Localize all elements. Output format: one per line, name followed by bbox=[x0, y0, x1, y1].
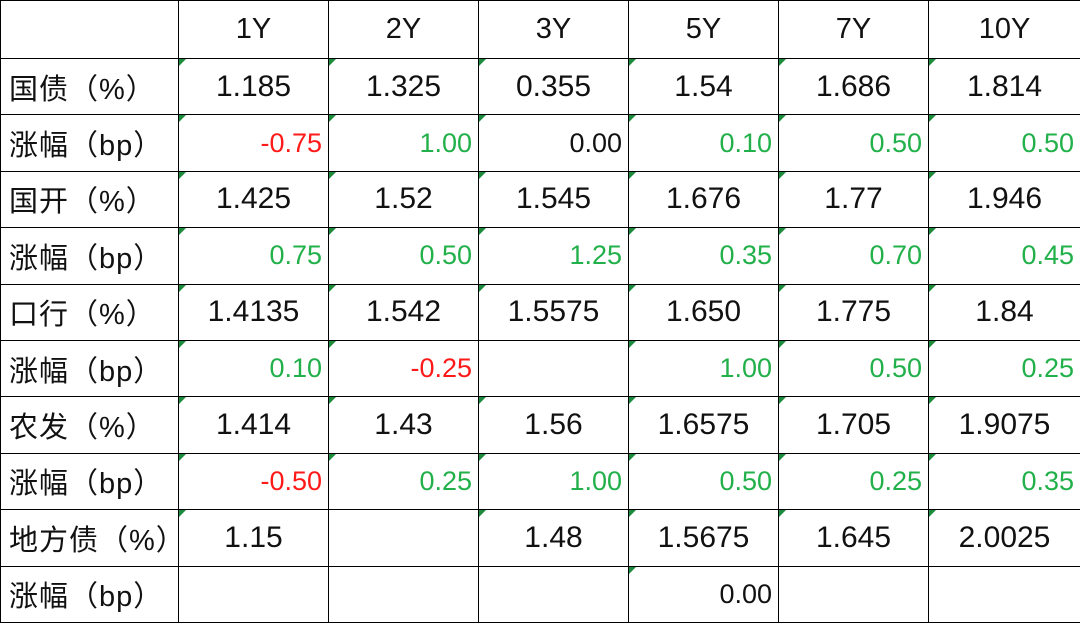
change-row: 涨幅（bp） 0.10 -0.25 1.00 0.50 0.25 bbox=[0, 339, 1080, 398]
cell: 1.185 bbox=[178, 57, 329, 116]
row-label: 国债（%） bbox=[0, 57, 179, 116]
cell: 1.775 bbox=[778, 283, 929, 341]
cell: 1.686 bbox=[778, 57, 929, 116]
cell: 1.814 bbox=[928, 57, 1080, 116]
yield-row: 国债（%） 1.185 1.325 0.355 1.54 1.686 1.814 bbox=[0, 57, 1080, 116]
row-label: 涨幅（bp） bbox=[0, 114, 179, 172]
cell bbox=[328, 509, 479, 567]
cell: 1.15 bbox=[178, 509, 329, 567]
header-cell: 3Y bbox=[478, 0, 629, 59]
cell bbox=[478, 565, 629, 623]
yield-row: 农发（%） 1.414 1.43 1.56 1.6575 1.705 1.9075 bbox=[0, 396, 1080, 454]
cell: 1.542 bbox=[328, 283, 479, 341]
cell: 2.0025 bbox=[928, 509, 1080, 567]
cell: 1.325 bbox=[328, 57, 479, 116]
cell: 1.425 bbox=[178, 170, 329, 229]
cell: 1.6575 bbox=[628, 396, 779, 454]
cell bbox=[328, 565, 479, 623]
cell: 0.355 bbox=[478, 57, 629, 116]
cell: 0.00 bbox=[478, 114, 629, 172]
cell: 0.45 bbox=[928, 227, 1080, 285]
header-cell: 5Y bbox=[628, 0, 779, 59]
cell: 1.5675 bbox=[628, 509, 779, 567]
cell: 0.75 bbox=[178, 227, 329, 285]
cell: 1.650 bbox=[628, 283, 779, 341]
cell: 1.645 bbox=[778, 509, 929, 567]
yield-row: 国开（%） 1.425 1.52 1.545 1.676 1.77 1.946 bbox=[0, 170, 1080, 229]
cell: 1.4135 bbox=[178, 283, 329, 341]
cell: 0.25 bbox=[928, 339, 1080, 398]
header-cell: 10Y bbox=[928, 0, 1080, 59]
cell: 1.48 bbox=[478, 509, 629, 567]
cell: -0.25 bbox=[328, 339, 479, 398]
cell: 1.52 bbox=[328, 170, 479, 229]
cell: 0.50 bbox=[778, 114, 929, 172]
cell: 1.00 bbox=[628, 339, 779, 398]
row-label: 涨幅（bp） bbox=[0, 339, 179, 398]
cell: 1.545 bbox=[478, 170, 629, 229]
cell: 0.50 bbox=[628, 452, 779, 511]
cell bbox=[778, 565, 929, 623]
cell: 0.50 bbox=[778, 339, 929, 398]
change-row: 涨幅（bp） 0.00 bbox=[0, 565, 1080, 623]
header-cell: 2Y bbox=[328, 0, 479, 59]
row-label: 口行（%） bbox=[0, 283, 179, 341]
cell: 1.77 bbox=[778, 170, 929, 229]
cell: 1.43 bbox=[328, 396, 479, 454]
header-cell: 7Y bbox=[778, 0, 929, 59]
header-cell bbox=[0, 0, 179, 59]
header-cell: 1Y bbox=[178, 0, 329, 59]
cell bbox=[178, 565, 329, 623]
yield-row: 口行（%） 1.4135 1.542 1.5575 1.650 1.775 1.84 bbox=[0, 283, 1080, 341]
cell: 0.70 bbox=[778, 227, 929, 285]
cell: 1.414 bbox=[178, 396, 329, 454]
cell: 0.35 bbox=[628, 227, 779, 285]
cell: 1.54 bbox=[628, 57, 779, 116]
cell: 1.00 bbox=[328, 114, 479, 172]
header-row: 1Y 2Y 3Y 5Y 7Y 10Y bbox=[0, 0, 1080, 59]
cell: 1.84 bbox=[928, 283, 1080, 341]
cell: 1.25 bbox=[478, 227, 629, 285]
cell: 1.00 bbox=[478, 452, 629, 511]
cell: 1.9075 bbox=[928, 396, 1080, 454]
cell: 0.00 bbox=[628, 565, 779, 623]
cell: 0.25 bbox=[778, 452, 929, 511]
change-row: 涨幅（bp） -0.75 1.00 0.00 0.10 0.50 0.50 bbox=[0, 114, 1080, 172]
table-body: 1Y 2Y 3Y 5Y 7Y 10Y 国债（%） 1.185 1.325 0.355 1.54 1.6… bbox=[0, 0, 1080, 623]
cell: 1.5575 bbox=[478, 283, 629, 341]
cell: 0.35 bbox=[928, 452, 1080, 511]
cell bbox=[478, 339, 629, 398]
cell: 0.10 bbox=[628, 114, 779, 172]
change-row: 涨幅（bp） -0.50 0.25 1.00 0.50 0.25 0.35 bbox=[0, 452, 1080, 511]
row-label: 涨幅（bp） bbox=[0, 227, 179, 285]
change-row: 涨幅（bp） 0.75 0.50 1.25 0.35 0.70 0.45 bbox=[0, 227, 1080, 285]
row-label: 国开（%） bbox=[0, 170, 179, 229]
cell: -0.50 bbox=[178, 452, 329, 511]
yield-row: 地方债（%） 1.15 1.48 1.5675 1.645 2.0025 bbox=[0, 509, 1080, 567]
row-label: 农发（%） bbox=[0, 396, 179, 454]
cell: 0.50 bbox=[928, 114, 1080, 172]
cell: 0.10 bbox=[178, 339, 329, 398]
cell: 1.676 bbox=[628, 170, 779, 229]
cell: 1.56 bbox=[478, 396, 629, 454]
cell: 1.705 bbox=[778, 396, 929, 454]
data-table: 1Y 2Y 3Y 5Y 7Y 10Y 国债（%） 1.185 1.325 0.355 1.54 1.6… bbox=[0, 0, 1080, 623]
cell: 0.50 bbox=[328, 227, 479, 285]
row-label: 地方债（%） bbox=[0, 509, 179, 567]
row-label: 涨幅（bp） bbox=[0, 565, 179, 623]
cell bbox=[928, 565, 1080, 623]
row-label: 涨幅（bp） bbox=[0, 452, 179, 511]
cell: 1.946 bbox=[928, 170, 1080, 229]
cell: 0.25 bbox=[328, 452, 479, 511]
cell: -0.75 bbox=[178, 114, 329, 172]
